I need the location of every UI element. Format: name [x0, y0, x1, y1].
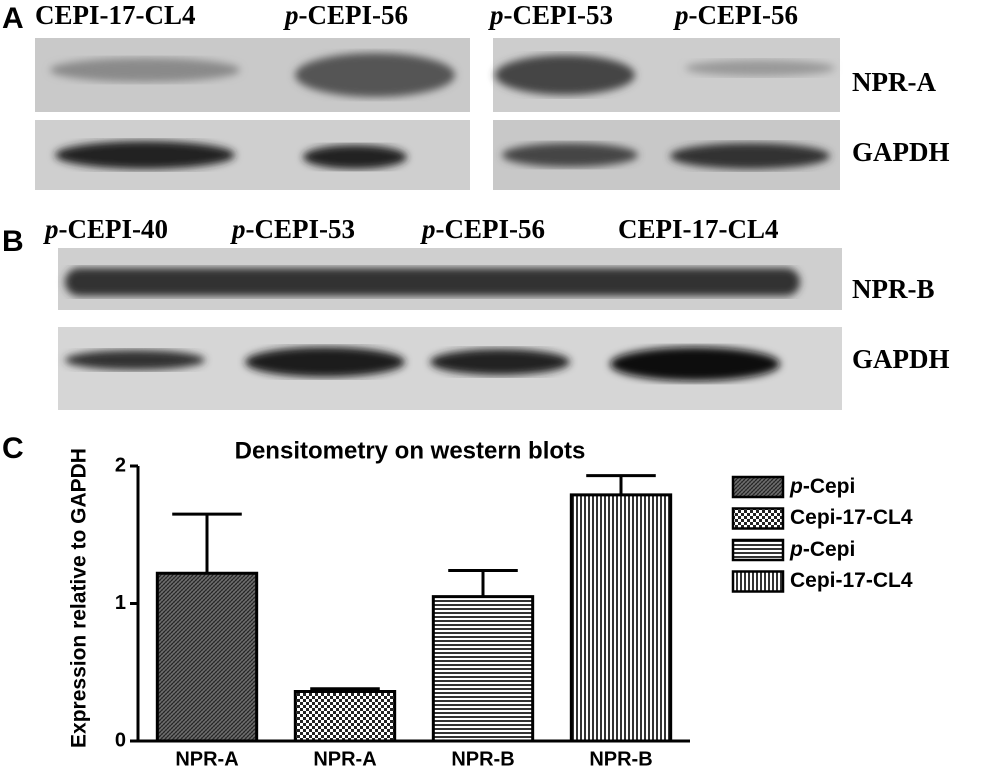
legend-label: Cepi-17-CL4	[790, 506, 913, 529]
lane-label: p-CEPI-56	[673, 0, 798, 30]
y-tick-label: 2	[115, 454, 126, 476]
panel-label: B	[2, 225, 24, 258]
y-axis-label: Expression relative to GAPDH	[68, 448, 91, 748]
legend-swatch	[731, 475, 785, 499]
legend-label: p-Cepi	[789, 475, 855, 498]
panel-label: A	[2, 2, 24, 35]
y-tick-label: 1	[115, 592, 126, 614]
lane-label: p-CEPI-53	[230, 214, 355, 244]
legend-swatch	[731, 538, 785, 562]
lane-label: CEPI-17-CL4	[35, 0, 196, 30]
bar	[293, 690, 397, 743]
x-tick-label: NPR-A	[313, 748, 376, 770]
row-label: NPR-A	[852, 67, 936, 97]
legend-swatch	[731, 507, 785, 530]
lane-label: p-CEPI-40	[43, 214, 168, 244]
blot-images	[35, 38, 842, 410]
bar	[431, 595, 535, 743]
lane-label: p-CEPI-56	[283, 0, 408, 30]
chart-title: Densitometry on western blots	[235, 437, 586, 464]
lane-label: p-CEPI-53	[488, 0, 613, 30]
legend-label: p-Cepi	[789, 538, 855, 561]
row-label: GAPDH	[852, 344, 950, 374]
row-label: NPR-B	[852, 274, 935, 304]
x-tick-label: NPR-A	[175, 748, 238, 770]
bar	[155, 571, 259, 743]
bar	[569, 493, 673, 743]
x-tick-label: NPR-B	[451, 748, 514, 770]
x-tick-label: NPR-B	[589, 748, 652, 770]
lane-label: CEPI-17-CL4	[618, 214, 779, 244]
lane-label: p-CEPI-56	[420, 214, 545, 244]
legend-swatch	[731, 570, 785, 593]
y-tick-label: 0	[115, 729, 126, 751]
row-label: GAPDH	[852, 137, 950, 167]
legend-label: Cepi-17-CL4	[790, 569, 913, 592]
panel-label: C	[2, 432, 24, 465]
